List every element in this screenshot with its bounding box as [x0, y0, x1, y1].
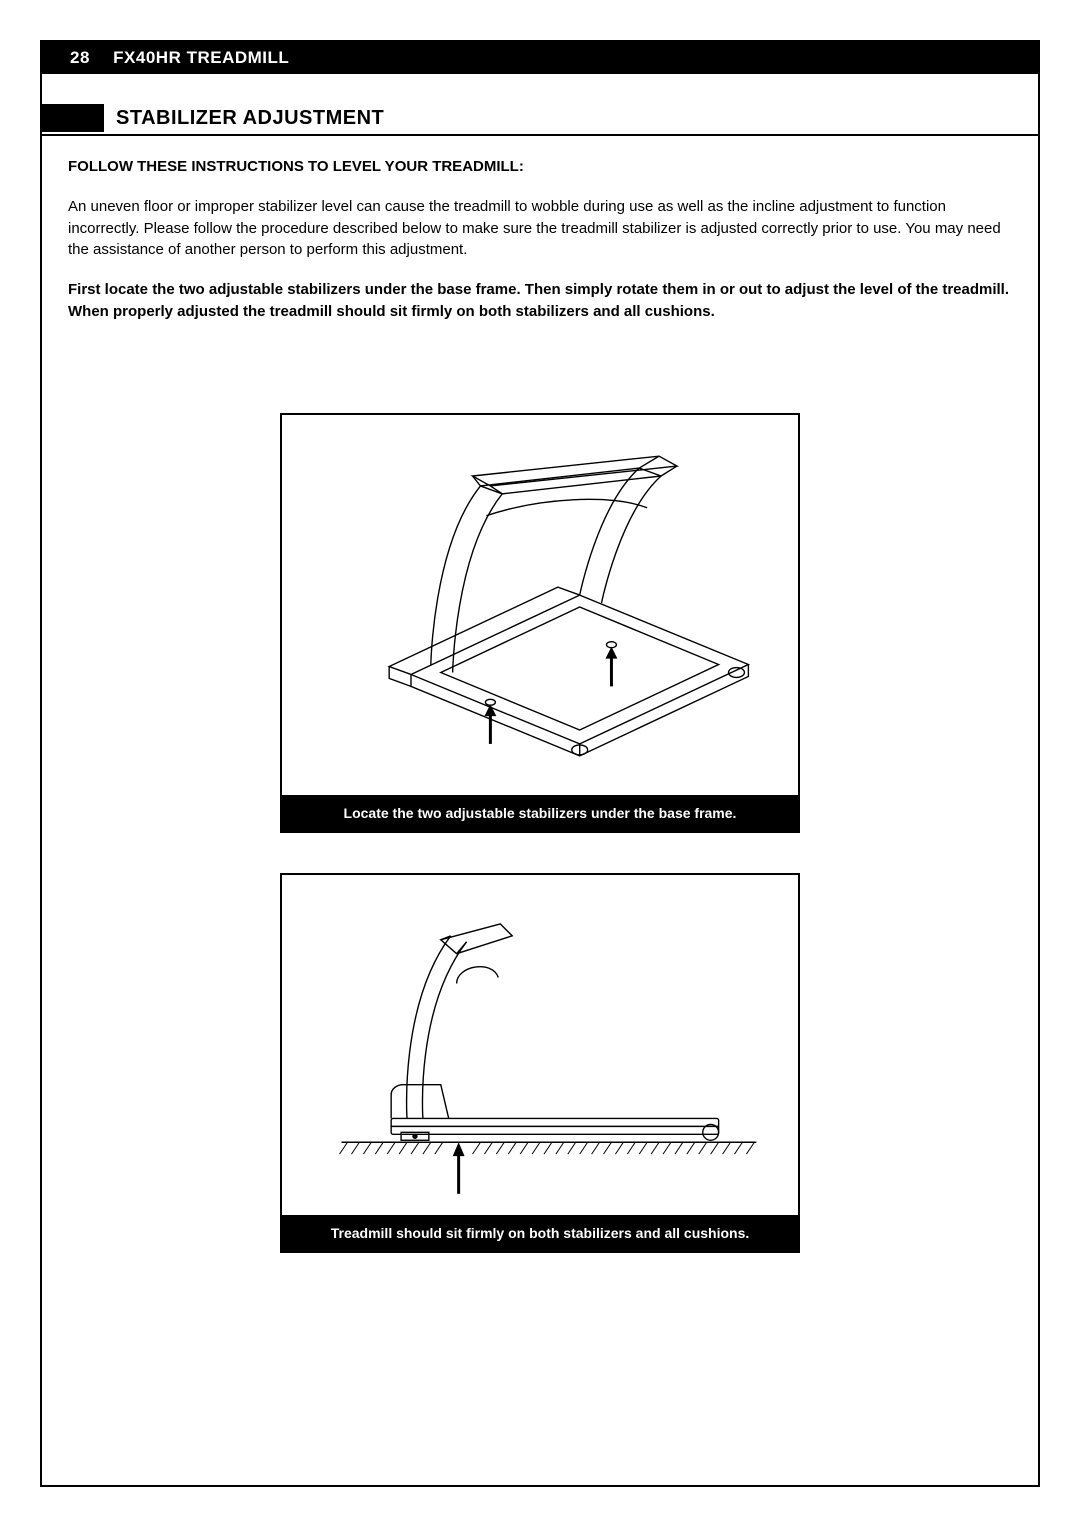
page-header-bar: 28 FX40HR TREADMILL: [42, 42, 1038, 74]
figure-2-image: [282, 875, 798, 1215]
figure-1: Locate the two adjustable stabilizers un…: [280, 413, 800, 833]
treadmill-side-diagram-icon: [282, 875, 798, 1215]
figure-2-caption: Treadmill should sit firmly on both stab…: [282, 1215, 798, 1251]
content-area: FOLLOW THESE INSTRUCTIONS TO LEVEL YOUR …: [42, 136, 1038, 1253]
section-title: STABILIZER ADJUSTMENT: [104, 107, 384, 130]
sub-heading: FOLLOW THESE INSTRUCTIONS TO LEVEL YOUR …: [68, 156, 1012, 178]
page-number: 28: [70, 48, 90, 67]
figure-2: Treadmill should sit firmly on both stab…: [280, 873, 800, 1253]
page-frame: 28 FX40HR TREADMILL STABILIZER ADJUSTMEN…: [40, 40, 1040, 1487]
section-title-black-box: [42, 104, 104, 132]
paragraph-2-bold: First locate the two adjustable stabiliz…: [68, 279, 1012, 323]
paragraph-1: An uneven floor or improper stabilizer l…: [68, 196, 1012, 261]
figure-1-image: [282, 415, 798, 795]
treadmill-iso-diagram-icon: [282, 415, 798, 795]
section-title-row: STABILIZER ADJUSTMENT: [42, 104, 1038, 132]
figure-1-caption: Locate the two adjustable stabilizers un…: [282, 795, 798, 831]
figures-container: Locate the two adjustable stabilizers un…: [68, 413, 1012, 1254]
product-name: FX40HR TREADMILL: [113, 48, 289, 67]
